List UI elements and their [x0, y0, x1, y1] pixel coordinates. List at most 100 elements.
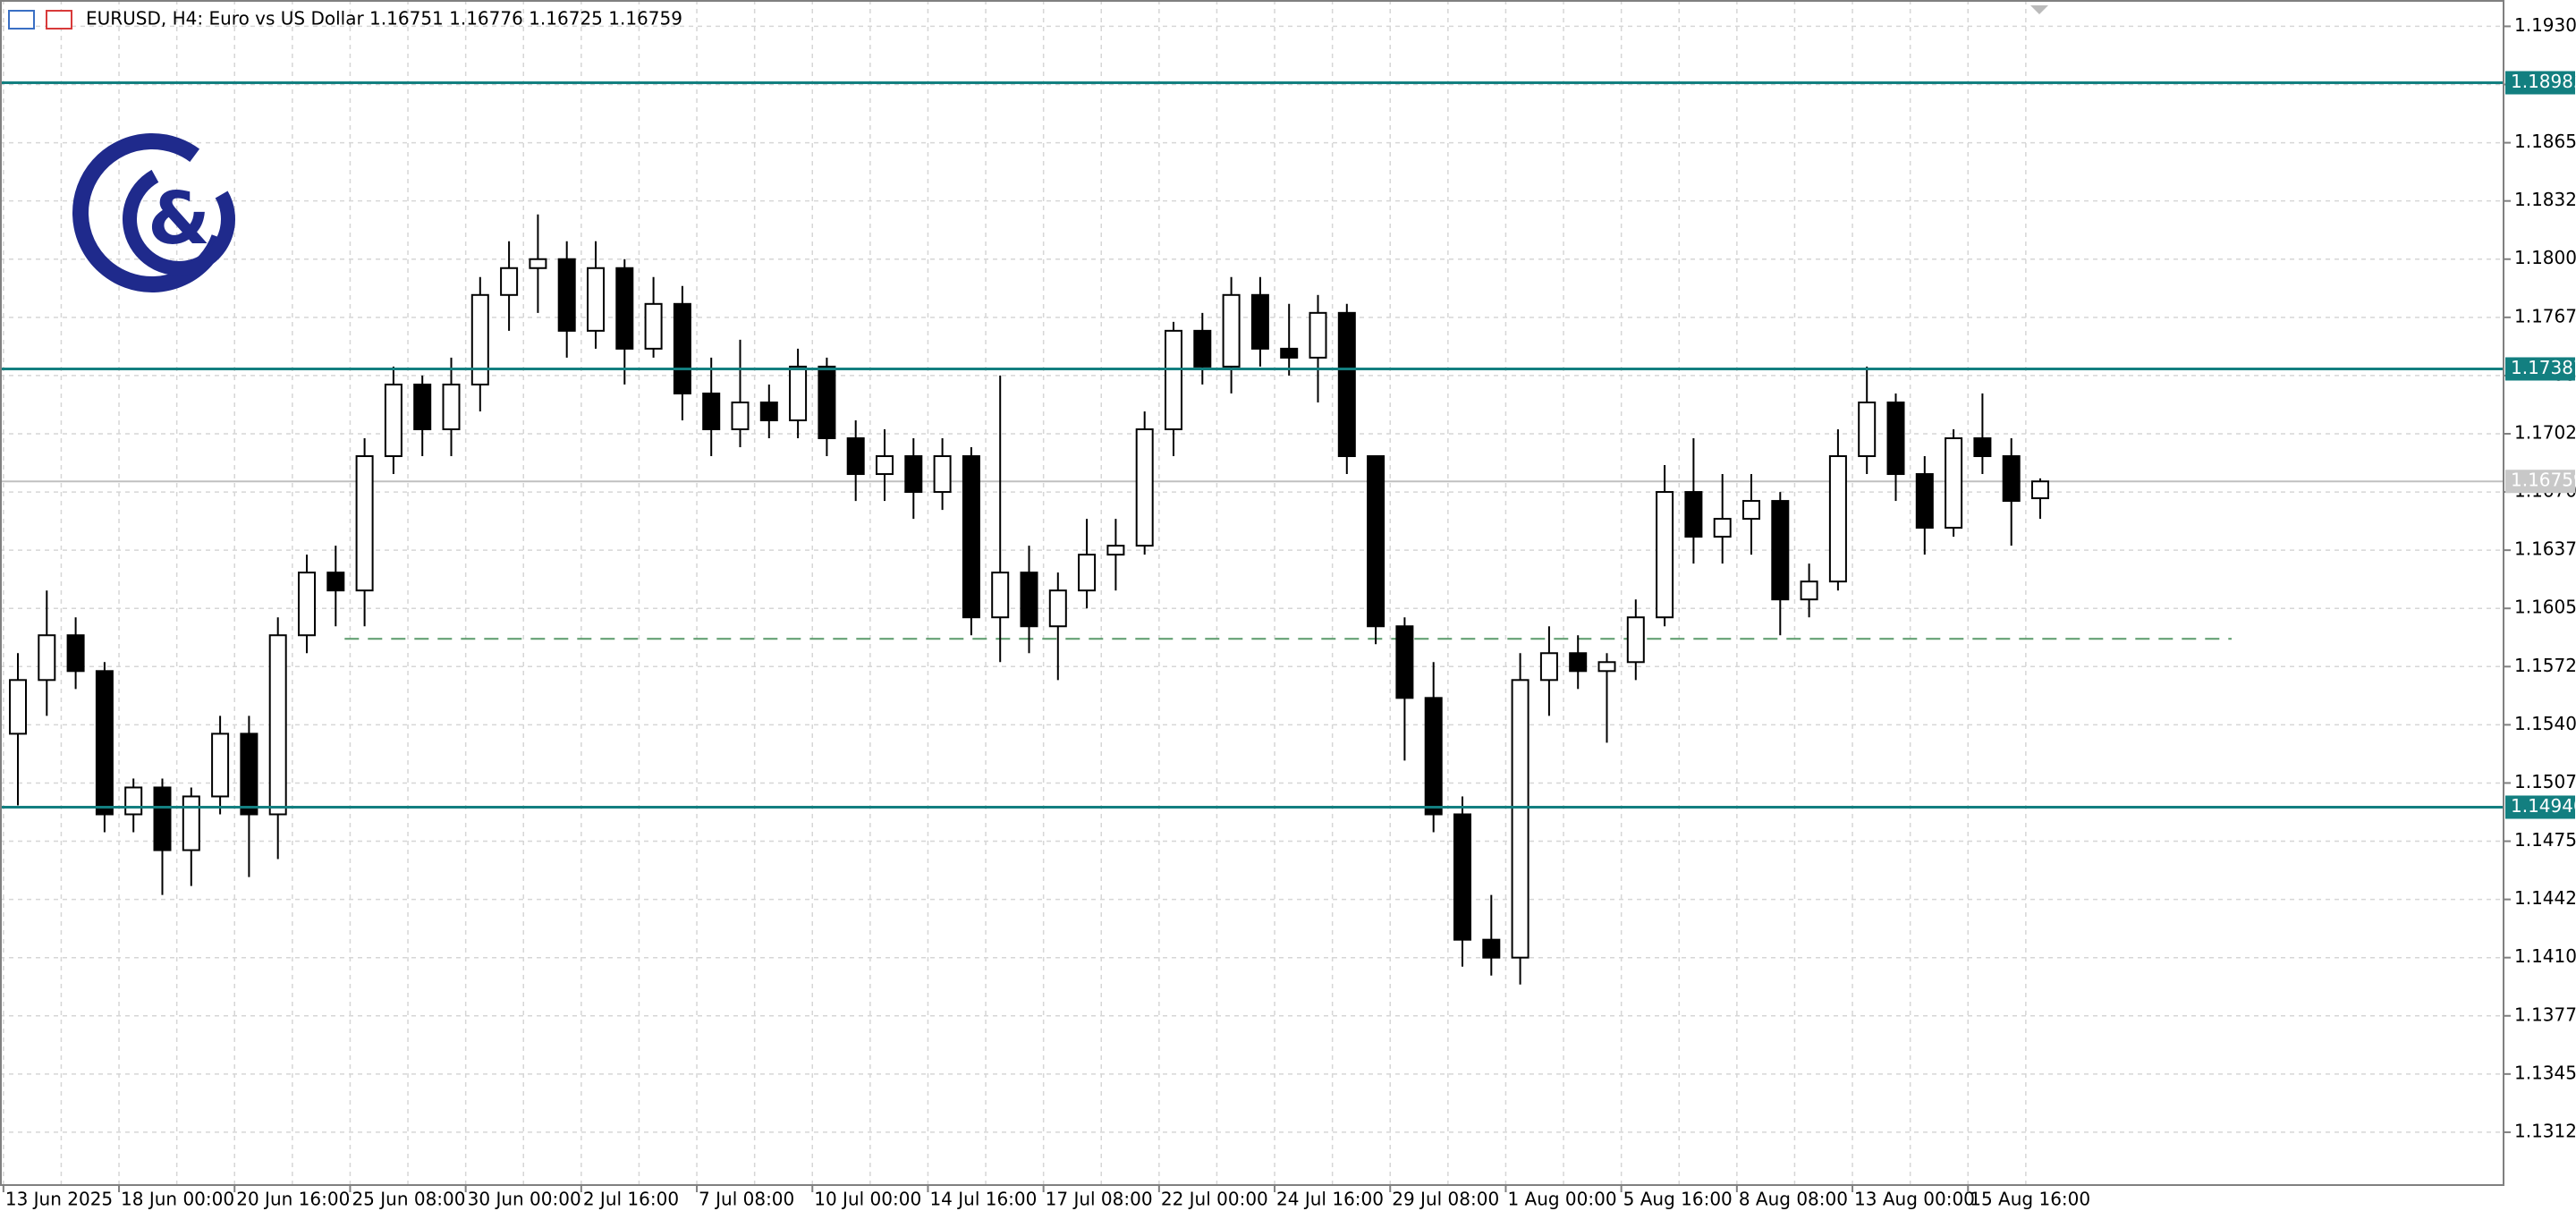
candle-body — [731, 401, 750, 430]
icon-list — [8, 10, 35, 30]
last-price-label: 1.16759 — [2511, 470, 2576, 491]
level-label: 1.14940 — [2511, 795, 2576, 817]
candle-body — [1165, 329, 1182, 430]
candle-body — [1771, 500, 1790, 601]
candle-body — [1539, 652, 1558, 682]
x-tick-label: 24 Jul 16:00 — [1276, 1189, 1384, 1210]
candle-body — [1424, 697, 1443, 816]
candle-body — [557, 258, 576, 332]
candle-body — [1222, 293, 1241, 368]
y-tick-label: 1.13125 — [2514, 1120, 2576, 1141]
x-tick-label: 15 Aug 16:00 — [1970, 1189, 2090, 1210]
candle-body — [1280, 347, 1299, 359]
candle-body — [1858, 401, 1877, 458]
candle-body — [1973, 436, 1992, 458]
candle-body — [1337, 311, 1356, 458]
candle-body — [1569, 652, 1588, 673]
chart-title: EURUSD, H4: Euro vs US Dollar 1.16751 1.… — [86, 8, 682, 30]
y-tick-label: 1.18650 — [2514, 131, 2576, 152]
y-tick-label: 1.15075 — [2514, 771, 2576, 792]
y-tick-label: 1.13775 — [2514, 1004, 2576, 1025]
candle-body — [1656, 491, 1674, 619]
candle-body — [1453, 813, 1471, 941]
x-tick-label: 10 Jul 00:00 — [814, 1189, 921, 1210]
x-tick-label: 8 Aug 08:00 — [1739, 1189, 1848, 1210]
y-tick-label: 1.16050 — [2514, 597, 2576, 618]
x-tick-label: 14 Jul 16:00 — [929, 1189, 1037, 1210]
shift-marker — [2030, 5, 2048, 14]
y-tick-label: 1.19300 — [2514, 14, 2576, 36]
x-tick-label: 29 Jul 08:00 — [1392, 1189, 1499, 1210]
logo: & — [72, 133, 235, 292]
y-tick-label: 1.14750 — [2514, 829, 2576, 851]
candle-body — [991, 572, 1010, 619]
candle-body — [1482, 938, 1501, 959]
y-tick-label: 1.17025 — [2514, 421, 2576, 443]
candle-body — [1395, 625, 1414, 699]
x-tick-label: 1 Aug 00:00 — [1507, 1189, 1616, 1210]
y-tick-label: 1.14100 — [2514, 945, 2576, 967]
level-label: 1.17387 — [2511, 357, 2576, 378]
x-tick-label: 20 Jun 16:00 — [236, 1189, 350, 1210]
icon-chart — [46, 10, 72, 30]
y-tick-label: 1.18000 — [2514, 247, 2576, 268]
candle-body — [384, 383, 402, 458]
plot-frame — [0, 0, 2504, 1186]
x-tick-label: 2 Jul 16:00 — [583, 1189, 679, 1210]
x-tick-label: 5 Aug 16:00 — [1623, 1189, 1733, 1210]
candle-body — [9, 679, 27, 735]
candle-body — [240, 733, 258, 816]
candle-body — [615, 267, 634, 350]
level-label-box — [2505, 71, 2575, 95]
candle-body — [1915, 473, 1934, 529]
candle-body — [846, 436, 865, 476]
x-tick-label: 13 Aug 00:00 — [1854, 1189, 1975, 1210]
candle-body — [1597, 661, 1616, 673]
x-tick-label: 7 Jul 08:00 — [699, 1189, 794, 1210]
logo-text: & — [148, 177, 210, 260]
candle-body — [933, 455, 952, 494]
candle-body — [789, 365, 808, 421]
candle-body — [2002, 455, 2021, 503]
candle-body — [759, 401, 778, 421]
candle-body — [355, 455, 374, 592]
y-tick-label: 1.16375 — [2514, 538, 2576, 560]
candle-body — [1020, 572, 1038, 628]
candle-body — [818, 365, 836, 439]
toolbar-icons — [8, 10, 72, 30]
y-tick-label: 1.15400 — [2514, 713, 2576, 734]
candle-body — [1250, 293, 1269, 350]
candle-body — [1684, 491, 1703, 538]
candle-body — [904, 455, 923, 494]
candle-body — [1048, 589, 1067, 628]
candle-body — [1078, 554, 1097, 592]
candle-body — [2031, 480, 2049, 500]
logo-ring-inner — [123, 163, 235, 275]
candle-body — [1886, 401, 1905, 476]
candle-body — [1511, 679, 1530, 959]
level-label-box — [2505, 795, 2575, 819]
candle-body — [1367, 455, 1385, 628]
candle-body — [1626, 616, 1645, 664]
candle-body — [1828, 455, 1847, 583]
candle-body — [1742, 500, 1760, 521]
candle-body — [326, 572, 345, 592]
candle-body — [413, 383, 432, 430]
x-tick-label: 17 Jul 08:00 — [1046, 1189, 1153, 1210]
candle-body — [470, 293, 489, 385]
candle-body — [962, 455, 980, 619]
level-label: 1.18985 — [2511, 71, 2576, 92]
candle-body — [1713, 518, 1732, 538]
x-tick-label: 22 Jul 00:00 — [1161, 1189, 1268, 1210]
y-tick-label: 1.17675 — [2514, 305, 2576, 326]
y-tick-label: 1.15725 — [2514, 655, 2576, 676]
candle-body — [1106, 545, 1125, 556]
grid — [0, 0, 2504, 1185]
level-label-box — [2505, 357, 2575, 381]
candle-body — [1945, 436, 1963, 529]
candle-body — [644, 302, 663, 350]
candle-body — [587, 267, 605, 332]
candle-body — [1135, 428, 1154, 547]
